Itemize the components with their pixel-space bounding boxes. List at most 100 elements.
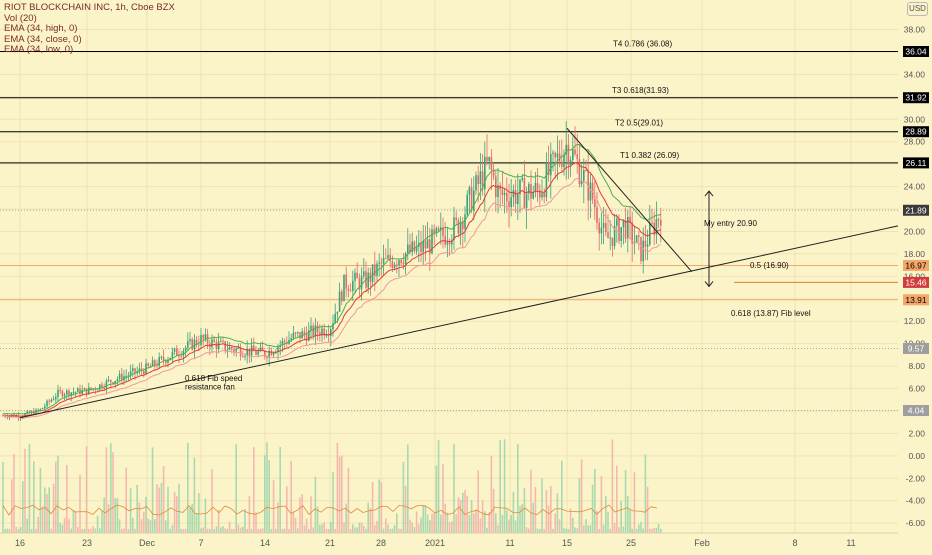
candle-body [457, 219, 460, 234]
symbol-title[interactable]: RIOT BLOCKCHAIN INC, 1h, Cboe BZX [4, 2, 175, 13]
candle-body [114, 380, 116, 384]
volume-bar [237, 524, 240, 533]
candle-body [455, 217, 457, 220]
ema-low-legend[interactable]: EMA (34, low, 0) [4, 44, 74, 55]
candle-body [565, 144, 567, 155]
candle-body [37, 409, 39, 411]
candle-body [200, 335, 202, 346]
volume-bar [290, 460, 292, 533]
volume-bar [149, 519, 152, 533]
candle-body [517, 194, 519, 204]
volume-bar [349, 528, 352, 533]
candle-body [255, 351, 257, 355]
volume-bar [345, 503, 347, 533]
candle-body [385, 258, 387, 260]
candle-body [85, 388, 88, 395]
volume-bar [424, 505, 427, 533]
candle-body [411, 241, 413, 253]
volume-bar [525, 527, 528, 533]
ema-close-legend[interactable]: EMA (34, close, 0) [4, 33, 82, 45]
x-tick-label: 8 [792, 538, 797, 548]
x-tick-label: 11 [505, 538, 514, 548]
volume-bar [462, 492, 464, 533]
volume-bar [503, 439, 506, 533]
volume-bar [176, 496, 178, 533]
volume-bar [488, 512, 490, 533]
candle-body [118, 373, 121, 379]
volume-bar [204, 498, 207, 533]
candle-body [28, 411, 31, 414]
volume-bar [206, 528, 209, 533]
ema-high-legend[interactable]: EMA (34, high, 0) [4, 23, 78, 34]
y-tick-label: -2.00 [906, 473, 926, 483]
volume-bar [466, 495, 468, 533]
volume-bar [19, 527, 22, 533]
candle-body [444, 235, 446, 245]
candle-body [550, 154, 552, 176]
volume-bar [596, 510, 598, 533]
volume-bar [640, 521, 642, 533]
candle-body [453, 217, 455, 241]
candle-body [402, 263, 405, 265]
candle-body [99, 384, 101, 390]
candles [2, 121, 662, 421]
candle-body [332, 322, 334, 330]
volume-bar [266, 442, 268, 533]
candle-body [323, 328, 325, 336]
volume-bar [334, 528, 336, 533]
candle-body [167, 359, 169, 364]
volume-bar [281, 529, 284, 533]
candle-body [363, 271, 365, 276]
candle-body [127, 375, 130, 377]
currency-button[interactable]: USD [907, 2, 928, 16]
candle-body [125, 375, 127, 377]
candle-body [103, 387, 105, 389]
volume-bar [94, 528, 97, 533]
candle-body [473, 190, 475, 211]
price-level-label: 9.57 [908, 343, 925, 353]
price-level-tag [903, 157, 929, 169]
volume-bar [8, 528, 11, 533]
candle-body [121, 373, 123, 381]
candle-body [501, 189, 504, 196]
volume-bar [321, 524, 323, 533]
candle-body [558, 153, 561, 162]
candle-body [556, 153, 559, 158]
price-level-tag [903, 92, 929, 104]
x-tick-label: 21 [325, 538, 335, 548]
chart-annotation: My entry 20.90 [704, 219, 757, 228]
candle-body [437, 228, 440, 230]
candle-body [646, 244, 649, 247]
volume-bar [470, 500, 473, 533]
x-tick-label: 2021 [425, 538, 445, 548]
volume-bar [618, 527, 620, 533]
volume-bar [558, 519, 561, 533]
candle-body [642, 240, 644, 262]
volume-bar [413, 527, 416, 533]
volume-bar [253, 447, 255, 533]
candle-body [598, 222, 600, 234]
volume-bar [35, 528, 37, 533]
volume-bar [605, 495, 607, 533]
volume-bar [189, 507, 191, 533]
volume-bar [22, 481, 24, 533]
candle-body [90, 387, 92, 390]
candle-body [290, 337, 292, 340]
volume-bar [437, 439, 440, 533]
candle-body [413, 241, 416, 252]
candle-body [319, 332, 321, 336]
candle-body [180, 355, 182, 357]
volume-bar [226, 528, 229, 533]
volume-bar [96, 515, 99, 533]
volume-bar [33, 461, 35, 533]
vol-legend[interactable]: Vol (20) [4, 12, 37, 24]
y-tick-label: 28.00 [904, 137, 926, 147]
volume-bar [541, 478, 543, 533]
candle-body [198, 344, 200, 346]
volume-bar [642, 528, 644, 533]
price-levels [0, 50, 898, 412]
candle-body [193, 339, 196, 350]
volume-bar [514, 520, 517, 533]
candle-body [354, 272, 356, 281]
